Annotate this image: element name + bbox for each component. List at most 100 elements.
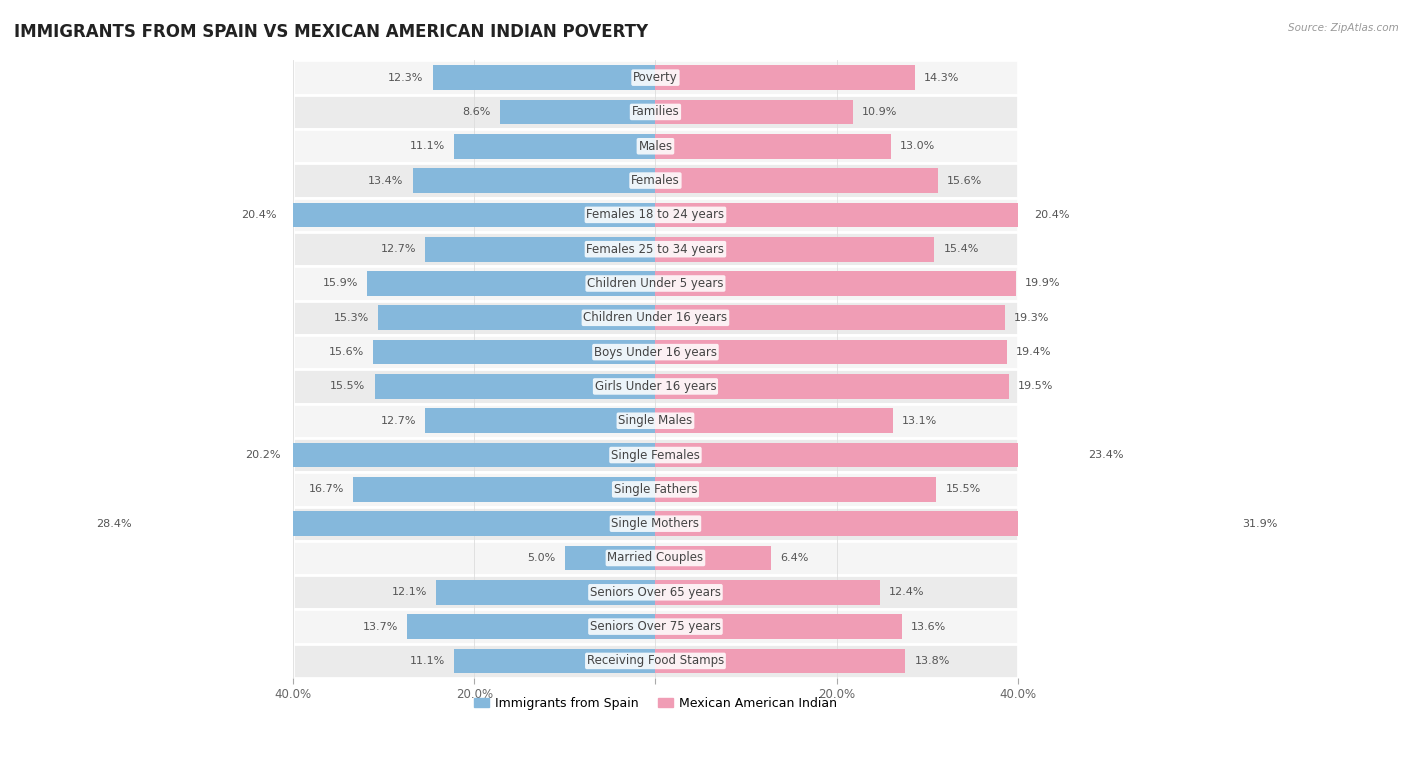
Text: Children Under 5 years: Children Under 5 years	[588, 277, 724, 290]
Bar	[655, 614, 901, 639]
Bar	[374, 374, 655, 399]
Bar	[292, 198, 1018, 232]
Text: 11.1%: 11.1%	[411, 656, 446, 666]
Text: Seniors Over 65 years: Seniors Over 65 years	[591, 586, 721, 599]
Text: 15.5%: 15.5%	[330, 381, 366, 391]
Bar	[367, 271, 655, 296]
Bar	[378, 305, 655, 330]
Text: 15.4%: 15.4%	[943, 244, 979, 254]
Bar	[655, 477, 936, 502]
Bar	[655, 374, 1008, 399]
Text: 6.4%: 6.4%	[780, 553, 808, 563]
Text: Females 18 to 24 years: Females 18 to 24 years	[586, 208, 724, 221]
Text: 5.0%: 5.0%	[527, 553, 555, 563]
Text: 15.6%: 15.6%	[948, 176, 983, 186]
Bar	[292, 301, 1018, 335]
Text: 13.0%: 13.0%	[900, 141, 935, 152]
Bar	[292, 95, 1018, 129]
Text: 13.6%: 13.6%	[911, 622, 946, 631]
Text: 10.9%: 10.9%	[862, 107, 897, 117]
Text: Receiving Food Stamps: Receiving Food Stamps	[586, 654, 724, 667]
Bar	[292, 506, 1018, 540]
Bar	[454, 134, 655, 158]
Bar	[655, 546, 772, 570]
Text: 19.5%: 19.5%	[1018, 381, 1053, 391]
Bar	[290, 443, 655, 468]
Text: 19.4%: 19.4%	[1017, 347, 1052, 357]
Text: 15.5%: 15.5%	[945, 484, 980, 494]
Text: Girls Under 16 years: Girls Under 16 years	[595, 380, 716, 393]
Text: 20.4%: 20.4%	[242, 210, 277, 220]
Text: Seniors Over 75 years: Seniors Over 75 years	[591, 620, 721, 633]
Text: Source: ZipAtlas.com: Source: ZipAtlas.com	[1288, 23, 1399, 33]
Bar	[292, 644, 1018, 678]
Bar	[499, 99, 655, 124]
Text: 13.4%: 13.4%	[368, 176, 404, 186]
Text: 15.9%: 15.9%	[323, 278, 359, 289]
Text: 8.6%: 8.6%	[463, 107, 491, 117]
Text: 28.4%: 28.4%	[96, 518, 132, 528]
Bar	[412, 168, 655, 193]
Text: Single Males: Single Males	[619, 414, 693, 428]
Bar	[292, 369, 1018, 403]
Bar	[292, 609, 1018, 644]
Text: Single Mothers: Single Mothers	[612, 517, 699, 530]
Bar	[426, 236, 655, 262]
Bar	[292, 232, 1018, 266]
Bar	[292, 403, 1018, 438]
Bar	[655, 65, 914, 90]
Bar	[655, 202, 1025, 227]
Text: 19.3%: 19.3%	[1014, 313, 1050, 323]
Bar	[433, 65, 655, 90]
Text: Families: Families	[631, 105, 679, 118]
Bar	[292, 266, 1018, 301]
Bar	[141, 512, 655, 536]
Bar	[292, 129, 1018, 164]
Bar	[655, 409, 893, 433]
Text: 13.8%: 13.8%	[914, 656, 950, 666]
Bar	[655, 99, 853, 124]
Text: Single Females: Single Females	[612, 449, 700, 462]
Text: Boys Under 16 years: Boys Under 16 years	[593, 346, 717, 359]
Text: 23.4%: 23.4%	[1088, 450, 1123, 460]
Bar	[292, 335, 1018, 369]
Bar	[655, 649, 905, 673]
Bar	[353, 477, 655, 502]
Text: Children Under 16 years: Children Under 16 years	[583, 312, 727, 324]
Text: 13.1%: 13.1%	[901, 415, 938, 426]
Text: 13.7%: 13.7%	[363, 622, 398, 631]
Bar	[292, 540, 1018, 575]
Legend: Immigrants from Spain, Mexican American Indian: Immigrants from Spain, Mexican American …	[470, 692, 842, 715]
Bar	[655, 512, 1233, 536]
Text: 14.3%: 14.3%	[924, 73, 959, 83]
Text: Married Couples: Married Couples	[607, 552, 703, 565]
Text: 20.4%: 20.4%	[1035, 210, 1070, 220]
Bar	[408, 614, 655, 639]
Text: Single Fathers: Single Fathers	[613, 483, 697, 496]
Bar	[292, 61, 1018, 95]
Text: 11.1%: 11.1%	[411, 141, 446, 152]
Bar	[426, 409, 655, 433]
Text: Females: Females	[631, 174, 681, 187]
Bar	[436, 580, 655, 605]
Text: 16.7%: 16.7%	[308, 484, 344, 494]
Text: 12.1%: 12.1%	[392, 587, 427, 597]
Bar	[655, 236, 935, 262]
Bar	[292, 164, 1018, 198]
Text: Poverty: Poverty	[633, 71, 678, 84]
Text: 12.4%: 12.4%	[889, 587, 925, 597]
Bar	[655, 168, 938, 193]
Text: 12.7%: 12.7%	[381, 244, 416, 254]
Bar	[655, 443, 1080, 468]
Text: 15.6%: 15.6%	[329, 347, 364, 357]
Bar	[655, 305, 1005, 330]
Text: 12.7%: 12.7%	[381, 415, 416, 426]
Bar	[655, 134, 891, 158]
Text: Females 25 to 34 years: Females 25 to 34 years	[586, 243, 724, 255]
Bar	[292, 575, 1018, 609]
Bar	[373, 340, 655, 365]
Text: 12.3%: 12.3%	[388, 73, 423, 83]
Text: 20.2%: 20.2%	[245, 450, 280, 460]
Text: 31.9%: 31.9%	[1243, 518, 1278, 528]
Text: IMMIGRANTS FROM SPAIN VS MEXICAN AMERICAN INDIAN POVERTY: IMMIGRANTS FROM SPAIN VS MEXICAN AMERICA…	[14, 23, 648, 41]
